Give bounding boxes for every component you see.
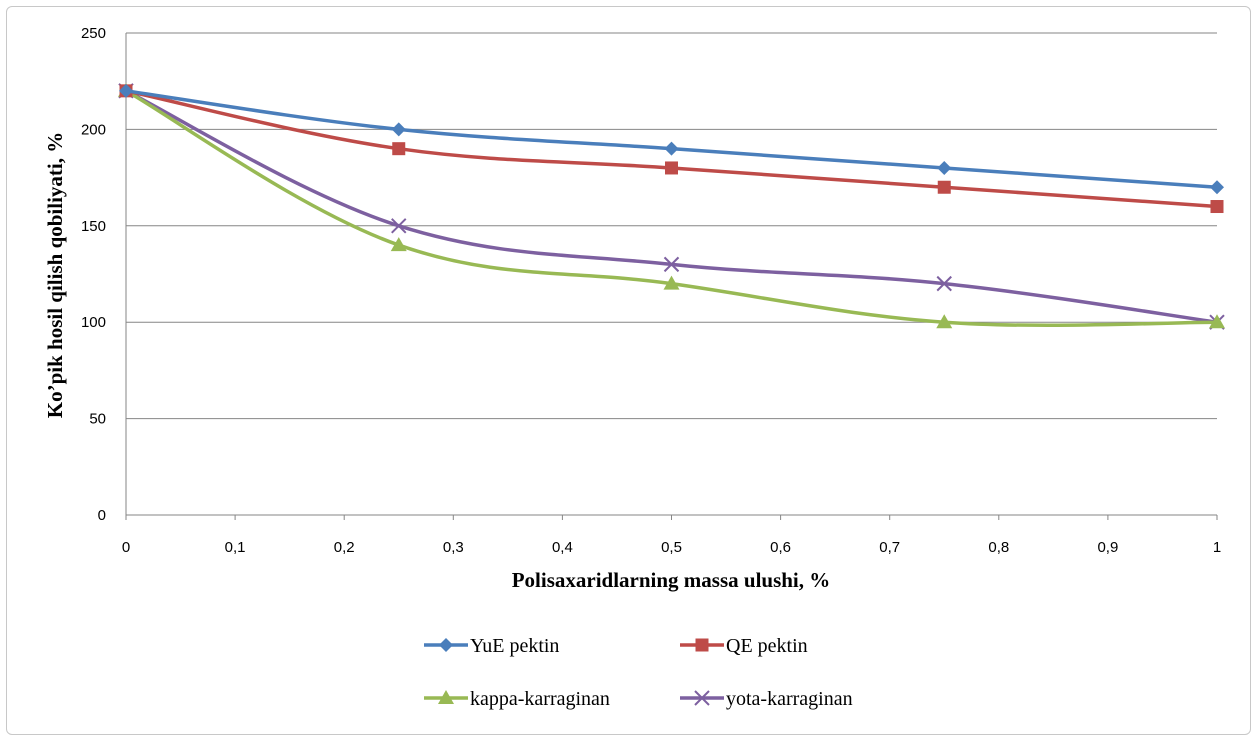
data-point — [694, 690, 710, 706]
y-tick-label: 50 — [89, 411, 106, 428]
x-tick-label: 0,7 — [879, 539, 900, 556]
series-yue-pektin — [119, 83, 1224, 195]
chart-frame — [6, 6, 1251, 735]
legend-item: yota-karraginan — [680, 688, 853, 710]
x-axis-title: Polisaxaridlarning massa ulushi, % — [512, 568, 831, 592]
series-group — [118, 82, 1225, 330]
data-point — [936, 275, 952, 292]
legend-label: yota-karraginan — [726, 688, 853, 710]
legend-label: kappa-karraginan — [470, 688, 610, 710]
y-tick-label: 250 — [81, 25, 106, 42]
data-point — [937, 180, 951, 194]
data-point — [937, 160, 952, 175]
data-point — [391, 218, 407, 234]
legend-label: QE pektin — [726, 635, 808, 657]
x-tick-label: 0,1 — [225, 539, 246, 556]
y-axis-title: Ko’pik hosil qilish qobiliyati, % — [43, 132, 67, 419]
data-point — [119, 83, 133, 98]
data-point — [439, 638, 453, 652]
gridlines — [126, 32, 1217, 420]
x-tick-label: 0,2 — [334, 539, 355, 556]
y-tick-label: 100 — [81, 314, 106, 331]
legend-item: QE pektin — [680, 635, 808, 657]
x-tick-label: 0,8 — [988, 539, 1009, 556]
y-tick-label: 150 — [81, 218, 106, 235]
data-point — [1210, 200, 1224, 214]
x-tick-label: 0 — [122, 539, 130, 556]
legend-item: kappa-karraginan — [424, 688, 610, 710]
legend-label: YuE pektin — [470, 635, 559, 657]
data-point — [663, 256, 680, 273]
x-tick-label: 0,6 — [770, 539, 791, 556]
data-point — [390, 237, 407, 252]
legend-item: YuE pektin — [424, 635, 559, 657]
legend: YuE pektin QE pektin kappa-karraginan yota-… — [424, 635, 853, 710]
data-point — [1210, 180, 1224, 195]
series-yota-karraginan — [118, 83, 1225, 330]
axes — [125, 33, 1218, 520]
y-tick-label: 200 — [81, 121, 106, 138]
data-point — [663, 275, 680, 290]
data-point — [391, 122, 406, 137]
x-tick-label: 0,3 — [443, 539, 464, 556]
x-tick-label: 0,5 — [661, 539, 682, 556]
data-point — [438, 690, 454, 704]
data-point — [1209, 314, 1225, 329]
x-tick-label: 1 — [1213, 539, 1221, 556]
data-point — [695, 638, 709, 652]
x-tick-labels: 0 0,1 0,2 0,3 0,4 0,5 0,6 0,7 0,8 0,9 1 — [122, 539, 1221, 556]
series-line — [125, 89, 1218, 328]
y-tick-label: 0 — [98, 507, 106, 524]
y-tick-labels: 0 50 100 150 200 250 — [81, 25, 106, 524]
data-point — [392, 142, 406, 156]
data-point — [936, 314, 953, 329]
data-point — [664, 141, 679, 156]
series-kappa-karraginan — [118, 82, 1225, 329]
x-tick-label: 0,9 — [1097, 539, 1118, 556]
data-point — [665, 161, 678, 175]
x-tick-label: 0,4 — [552, 539, 573, 556]
